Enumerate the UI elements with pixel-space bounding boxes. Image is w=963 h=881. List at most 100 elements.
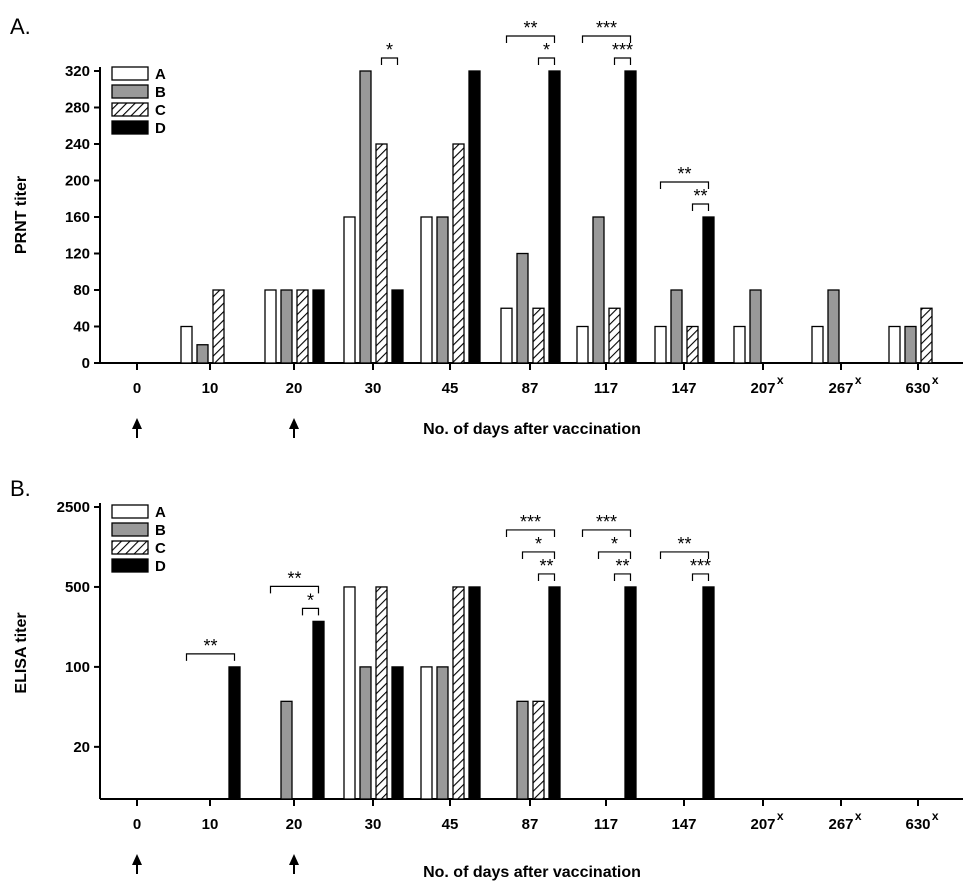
- panel-a-significance-label: ***: [596, 18, 617, 38]
- panel-a-y-tick-label: 280: [65, 100, 90, 117]
- panel-a-bar-b-day-20: [280, 289, 293, 364]
- panel-a-bar-b-day-207: [749, 289, 762, 364]
- panel-a-marks: 0 40 80 120 160 200 240 280 320 0 10 20 30 45 87 117 147…: [65, 18, 963, 438]
- panel-b-y-axis-title: ELISA titer: [13, 612, 30, 693]
- panel-a-y-axis-title: PRNT titer: [13, 176, 30, 254]
- panel-b-bar-c-day-30: [375, 586, 388, 800]
- panel-a-legend-swatch-a: [111, 66, 149, 81]
- panel-b-x-tick-label: 147: [671, 816, 696, 833]
- panel-b-significance-label: ***: [520, 512, 541, 532]
- panel-a-bar-a-day-117: [576, 325, 589, 364]
- panel-a-bar-a-day-207: [733, 325, 746, 364]
- panel-a-legend-label-a: A: [155, 66, 166, 83]
- panel-a-y-tick-label: 200: [65, 173, 90, 190]
- panel-b-bar-d-day-87: [548, 586, 561, 800]
- panel-b-elisa-chart: B. ELISA titer No. of days after vaccina…: [10, 476, 963, 881]
- panel-a-significance-label: *: [543, 40, 550, 60]
- panel-a-label: A.: [10, 14, 31, 39]
- panel-b-significance-bracket: *: [301, 590, 320, 616]
- panel-b-significance-label: *: [535, 534, 542, 554]
- panel-a-x-tick-label: 267: [828, 380, 853, 397]
- panel-a-vaccination-arrow-icon: [132, 418, 142, 438]
- panel-b-x-tick-label: 45: [442, 816, 459, 833]
- panel-a-x-tick-label: 30: [365, 380, 382, 397]
- panel-a-bar-b-day-630: [904, 325, 917, 364]
- panel-b-x-tick-label: 20: [286, 816, 303, 833]
- panel-a-x-tick-label: 147: [671, 380, 696, 397]
- panel-b-legend-label-b: B: [155, 522, 166, 539]
- panel-a-x-tick-label: 10: [202, 380, 219, 397]
- panel-b-x-tick-label: 30: [365, 816, 382, 833]
- panel-a-bar-d-day-45: [468, 70, 481, 364]
- panel-b-bar-b-day-45: [436, 666, 449, 800]
- panel-b-bar-c-day-45: [452, 586, 465, 800]
- panel-b-x-tick-label: 267: [828, 816, 853, 833]
- panel-a-vaccination-arrow-icon: [289, 418, 299, 438]
- panel-a-significance-label: **: [693, 186, 707, 206]
- panel-a-bar-b-day-117: [592, 216, 605, 364]
- panel-a-x-tick-label: 87: [522, 380, 539, 397]
- panel-a-legend-label-c: C: [155, 102, 166, 119]
- panel-a-bar-a-day-45: [420, 216, 433, 364]
- panel-a-bar-b-day-45: [436, 216, 449, 364]
- panel-a-significance-bracket: *: [537, 40, 556, 65]
- panel-b-legend-label-a: A: [155, 504, 166, 521]
- panel-b-x-tick-superscript: x: [777, 809, 784, 823]
- panel-a-significance-bracket: *: [380, 40, 399, 65]
- panel-a-bar-d-day-30: [391, 289, 404, 364]
- panel-b-label: B.: [10, 476, 31, 501]
- panel-b-significance-label: *: [307, 590, 314, 610]
- panel-b-legend-swatch-a: [111, 504, 149, 519]
- panel-b-significance-label: **: [287, 568, 301, 588]
- panel-b-significance-bracket: ***: [581, 512, 632, 537]
- panel-b-significance-bracket: *: [521, 534, 556, 559]
- panel-a-bar-b-day-10: [196, 344, 209, 364]
- panel-b-bar-c-day-87: [532, 700, 545, 800]
- panel-a-legend-label-b: B: [155, 84, 166, 101]
- panel-a-bar-a-day-30: [343, 216, 356, 364]
- panel-a-significance-label: **: [677, 164, 691, 184]
- panel-b-x-axis-title: No. of days after vaccination: [423, 864, 641, 881]
- panel-b-x-tick-label: 630: [905, 816, 930, 833]
- panel-a-bar-d-day-117: [624, 70, 637, 364]
- panel-a-x-tick-label: 20: [286, 380, 303, 397]
- panel-a-legend-swatch-b: [111, 84, 149, 99]
- panel-a-bar-a-day-20: [264, 289, 277, 364]
- panel-b-legend-swatch-b: [111, 522, 149, 537]
- panel-a-bar-c-day-117: [608, 307, 621, 364]
- panel-b-bar-b-day-87: [516, 700, 529, 800]
- panel-b-legend-label-d: D: [155, 558, 166, 575]
- panel-b-bar-a-day-30: [343, 586, 356, 800]
- panel-a-bar-c-day-630: [920, 307, 933, 364]
- panel-b-significance-bracket: *: [597, 534, 632, 559]
- panel-b-significance-label: **: [615, 556, 629, 576]
- panel-a-y-tick-label: 320: [65, 63, 90, 80]
- panel-b-bar-b-day-30: [359, 666, 372, 800]
- panel-a-significance-label: **: [523, 18, 537, 38]
- panel-b-legend-swatch-d: [111, 558, 149, 573]
- panel-a-x-tick-superscript: x: [932, 373, 939, 387]
- panel-b-x-tick-label: 0: [133, 816, 141, 833]
- panel-a-significance-label: *: [386, 40, 393, 60]
- panel-b-significance-bracket: **: [613, 556, 632, 581]
- panel-a-prnt-chart: A. PRNT titer No. of days after vaccinat…: [10, 14, 963, 438]
- panel-a-bar-a-day-630: [888, 325, 901, 364]
- panel-a-bar-c-day-87: [532, 307, 545, 364]
- panel-a-y-tick-label: 80: [73, 282, 90, 299]
- panel-a-bar-b-day-87: [516, 252, 529, 364]
- panel-b-legend-swatch-c: [111, 540, 149, 555]
- panel-a-x-tick-label: 630: [905, 380, 930, 397]
- panel-a-significance-bracket: ***: [612, 40, 633, 65]
- panel-b-x-tick-label: 117: [594, 816, 618, 833]
- panel-a-bar-d-day-147: [702, 216, 715, 364]
- panel-a-x-tick-superscript: x: [855, 373, 862, 387]
- panel-b-significance-label: **: [203, 636, 217, 656]
- panel-a-y-tick-label: 240: [65, 136, 90, 153]
- panel-a-y-tick-label: 40: [73, 319, 90, 336]
- panel-b-significance-bracket: ***: [505, 512, 556, 537]
- panel-a-bar-c-day-147: [686, 325, 699, 364]
- panel-b-significance-label: **: [677, 534, 691, 554]
- panel-b-bar-d-day-30: [391, 666, 404, 800]
- panel-b-significance-bracket: **: [659, 534, 710, 559]
